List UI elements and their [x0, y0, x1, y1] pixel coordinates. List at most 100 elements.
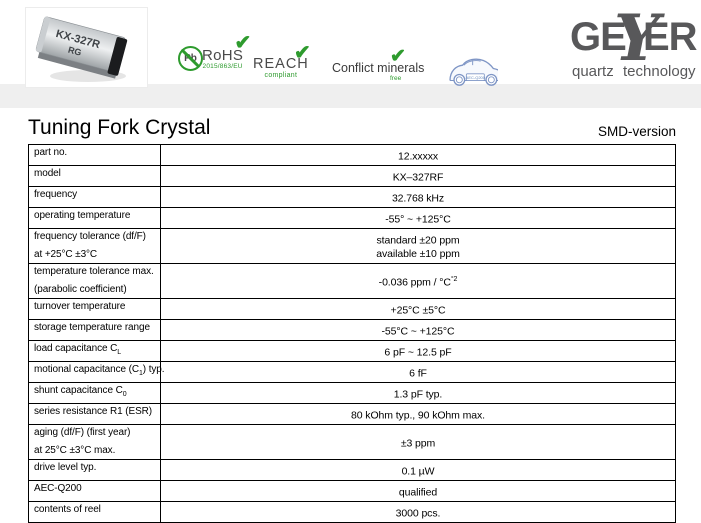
title-row: Tuning Fork Crystal SMD-version	[28, 114, 676, 140]
spec-label-cell: contents of reel	[29, 502, 161, 522]
spec-label-cell: storage temperature range	[29, 320, 161, 340]
spec-value-text: KX–327RF	[392, 171, 444, 184]
spec-value-cell: -55°C ~ +125°C	[161, 320, 675, 340]
table-row: storage temperature range -55°C ~ +125°C	[29, 319, 675, 340]
reach-compliant-label: compliant	[264, 72, 298, 79]
table-row: operating temperature -55° ~ +125°C	[29, 207, 675, 228]
product-photo: KX-327R RG	[25, 7, 148, 88]
spec-value-superscript: °2	[450, 275, 458, 283]
version-label: SMD-version	[597, 124, 676, 139]
spec-label-subscript: L	[117, 349, 122, 356]
geyer-logo: GE Y ER quartz technology	[570, 7, 698, 81]
spec-label-cell: drive level typ.	[29, 460, 161, 480]
spec-label-cell: temperature tolerance max. (parabolic co…	[29, 264, 161, 298]
logo-quartz-label: quartz	[572, 63, 614, 80]
check-icon: ✔	[294, 42, 311, 64]
spec-value-cell: -55° ~ +125°C	[161, 208, 675, 228]
table-row: contents of reel 3000 pcs.	[29, 501, 675, 522]
header: KX-327R RG Pb ✔ RoHS 2015/863/EU ✔ REACH…	[0, 0, 701, 108]
spec-value-cell: +25°C ±5°C	[161, 299, 675, 319]
logo-technology-label: technology	[623, 63, 696, 80]
spec-value-text: 32.768 kHz	[391, 192, 445, 205]
spec-label-text: load capacitance C	[34, 343, 118, 354]
spec-value-cell: KX–327RF	[161, 166, 675, 186]
table-row: series resistance R1 (ESR) 80 kOhm typ.,…	[29, 403, 675, 424]
spec-label-cell: series resistance R1 (ESR)	[29, 404, 161, 424]
spec-value-text: ±3 ppm	[400, 437, 436, 450]
spec-label-text-post: ) typ.	[142, 364, 165, 375]
spec-value-text: qualified	[398, 486, 438, 499]
table-row: motional capacitance (C1) typ. 6 fF	[29, 361, 675, 382]
spec-label-subscript: 0	[122, 391, 127, 398]
spec-value-cell: 32.768 kHz	[161, 187, 675, 207]
spec-value-cell: 6 fF	[161, 362, 675, 382]
spec-value-cell: ±3 ppm	[161, 425, 675, 459]
spec-label-text: motional capacitance (C	[34, 364, 139, 375]
spec-value-text: 6 fF	[409, 367, 427, 380]
spec-label-cell: shunt capacitance C0	[29, 383, 161, 403]
table-row: frequency 32.768 kHz	[29, 186, 675, 207]
spec-label-cell: aging (df/F) (first year) at 25°C ±3°C m…	[29, 425, 161, 459]
spec-label-text: AEC-Q200	[34, 483, 82, 494]
spec-value-cell: 1.3 pF typ.	[161, 383, 675, 403]
spec-label-text: contents of reel	[34, 504, 101, 515]
pb-free-icon: Pb	[178, 46, 203, 71]
logo-stylized-y: Y	[614, 1, 660, 76]
spec-label-cell: frequency	[29, 187, 161, 207]
reach-label: REACH	[253, 56, 309, 72]
spec-value-text: 80 kOhm typ., 90 kOhm max.	[351, 409, 485, 422]
spec-label-text: shunt capacitance C	[34, 385, 123, 396]
spec-value-cell: 6 pF ~ 12.5 pF	[161, 341, 675, 361]
logo-text-er: ER	[643, 15, 698, 59]
spec-value-text: 1.3 pF typ.	[393, 388, 443, 401]
conflict-minerals-badge: ✔ Conflict minerals free	[332, 47, 425, 82]
spec-label-text: part no.	[34, 147, 68, 158]
spec-label-cell: load capacitance CL	[29, 341, 161, 361]
spec-value-line2: available ±10 ppm	[376, 248, 460, 261]
spec-value-cell: qualified	[161, 481, 675, 501]
table-row: load capacitance CL 6 pF ~ 12.5 pF	[29, 340, 675, 361]
spec-label-line2: at +25°C ±3°C	[34, 249, 98, 260]
table-row: aging (df/F) (first year) at 25°C ±3°C m…	[29, 424, 675, 459]
spec-value-cell: 80 kOhm typ., 90 kOhm max.	[161, 404, 675, 424]
rohs-badge: Pb ✔ RoHS 2015/863/EU	[178, 33, 251, 71]
spec-label-text: storage temperature range	[34, 322, 150, 333]
header-divider-band	[0, 84, 701, 108]
rohs-label: RoHS	[202, 47, 244, 64]
page-title: Tuning Fork Crystal	[28, 116, 211, 139]
spec-label-text: frequency	[34, 189, 78, 200]
spec-value-cell: 12.xxxxx	[161, 145, 675, 165]
aec-q200-car-icon: AEC-Q200	[446, 55, 505, 91]
conflict-minerals-label: Conflict minerals	[332, 61, 425, 75]
spec-label-line2: at 25°C ±3°C max.	[34, 445, 116, 456]
datasheet-body: Tuning Fork Crystal SMD-version part no.…	[28, 108, 676, 523]
spec-label-cell: motional capacitance (C1) typ.	[29, 362, 165, 382]
spec-value-text: -55°C ~ +125°C	[381, 325, 455, 338]
table-row: turnover temperature +25°C ±5°C	[29, 298, 675, 319]
table-row: AEC-Q200 qualified	[29, 480, 675, 501]
spec-value-cell: -0.036 ppm / °C°2	[161, 264, 675, 298]
spec-value-text: -0.036 ppm / °C	[378, 276, 451, 289]
spec-label-text: model	[34, 168, 61, 179]
spec-value-text: 6 pF ~ 12.5 pF	[384, 346, 452, 359]
spec-value-cell: 0.1 µW	[161, 460, 675, 480]
spec-label-subscript: 1	[138, 370, 143, 377]
spec-value-text: +25°C ±5°C	[390, 304, 446, 317]
table-row: frequency tolerance (df/F) at +25°C ±3°C…	[29, 228, 675, 263]
specification-table: part no. 12.xxxxx model KX–327RF frequen…	[28, 144, 676, 523]
spec-value-text: 12.xxxxx	[397, 150, 439, 163]
check-icon: ✔	[390, 46, 406, 67]
crystal-package-image: KX-327R RG	[35, 16, 128, 82]
spec-label-text: temperature tolerance max.	[34, 266, 154, 277]
spec-label-text: aging (df/F) (first year)	[34, 427, 131, 438]
spec-label-text: operating temperature	[34, 210, 131, 221]
reach-badge: ✔ REACH compliant	[253, 43, 311, 79]
spec-label-text: frequency tolerance (df/F)	[34, 231, 146, 242]
table-row: drive level typ. 0.1 µW	[29, 459, 675, 480]
table-row: temperature tolerance max. (parabolic co…	[29, 263, 675, 298]
check-icon: ✔	[234, 32, 252, 54]
aec-q200-label: AEC-Q200	[466, 75, 486, 80]
package-marking-line2: RG	[67, 45, 83, 58]
spec-label-cell: turnover temperature	[29, 299, 161, 319]
spec-label-cell: frequency tolerance (df/F) at +25°C ±3°C	[29, 229, 161, 263]
